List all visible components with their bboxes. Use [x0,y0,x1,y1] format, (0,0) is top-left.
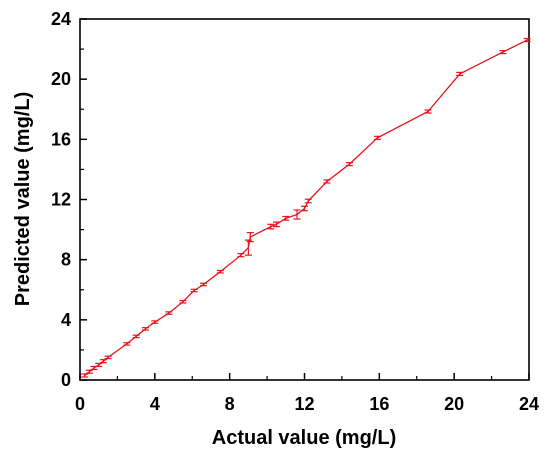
data-series [81,37,531,378]
data-point-error-bar [373,135,381,140]
y-tick-label: 12 [51,190,71,210]
data-point-error-bar [345,162,353,167]
y-tick-label: 24 [51,9,71,29]
x-tick-label: 0 [75,394,85,414]
y-tick-label: 20 [51,69,71,89]
y-tick-label: 4 [61,310,71,330]
data-point-error-bar [95,362,103,368]
data-point-error-bar [267,223,275,230]
data-point-error-bar [216,269,224,274]
data-point-error-bar [499,49,507,55]
y-tick-label: 0 [61,370,71,390]
data-point-error-bar [199,282,207,287]
x-tick-label: 4 [150,394,160,414]
data-point-error-bar [244,239,252,256]
data-point-error-bar [85,369,93,374]
data-point-error-bar [272,221,280,228]
y-tick-label: 16 [51,129,71,149]
data-point-error-bar [456,71,464,77]
data-point-error-bar [246,231,254,243]
x-tick-label: 24 [519,394,539,414]
data-point-error-bar [323,179,331,184]
data-point-error-bar [304,198,312,204]
x-axis-title: Actual value (mg/L) [212,427,396,449]
data-point-error-bar [190,288,198,293]
data-point-error-bar [179,299,187,304]
data-point-error-bar [123,342,131,346]
axis-tick-labels: 0 4 8 12 16 20 24 0 4 8 12 16 20 24 [51,9,539,414]
data-point-error-bar [99,359,107,364]
data-point-error-bar [301,205,308,212]
axis-ticks [79,18,530,381]
x-tick-label: 16 [369,394,389,414]
x-tick-label: 8 [225,394,235,414]
data-point-error-bar [293,209,301,220]
data-point-error-bar [132,334,140,339]
data-point-error-bar [81,373,89,378]
x-tick-label: 12 [294,394,314,414]
data-point-error-bar [141,327,149,331]
y-tick-label: 8 [61,250,71,270]
series-line [84,39,528,377]
data-point-error-bar [104,355,112,360]
x-tick-label: 20 [444,394,464,414]
data-point-error-bar [165,311,173,315]
data-point-error-bar [523,37,531,43]
data-point-error-bar [282,215,290,221]
data-point-error-bar [151,320,159,324]
data-point-error-bar [424,109,432,114]
y-axis-title: Predicted value (mg/L) [12,92,34,307]
data-point-error-bar [237,253,245,258]
